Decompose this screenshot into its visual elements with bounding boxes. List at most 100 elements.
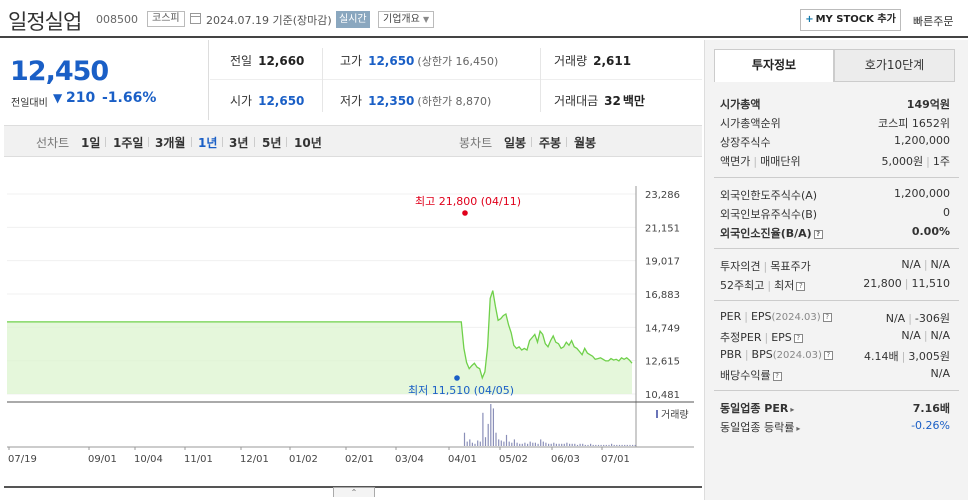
volume-bar xyxy=(605,444,607,446)
y-tick-label: 23,286 xyxy=(645,190,680,201)
y-tick-label: 12,615 xyxy=(645,357,680,368)
chevron-right-icon: ▸ xyxy=(796,424,801,433)
my-stock-add-button[interactable]: + MY STOCK 추가 xyxy=(800,9,901,31)
quick-order-link[interactable]: 빠른주문 xyxy=(913,15,954,28)
par-value-row: 액면가 | 매매단위 5,000원 | 1주 xyxy=(720,153,950,171)
divider xyxy=(191,137,192,147)
divider xyxy=(105,137,106,147)
52week-low-label: 최저 xyxy=(774,279,795,292)
tab-1week[interactable]: 1주일 xyxy=(113,136,144,150)
opinion-value-wrap: N/A | N/A xyxy=(901,258,950,271)
open-value: 12,650 xyxy=(258,94,305,108)
foreign-hold-value: 0 xyxy=(943,206,950,219)
y-tick-label: 10,481 xyxy=(645,390,680,401)
prev-close: 전일 12,660 xyxy=(230,52,304,69)
volume-label: 거래량 xyxy=(554,54,588,68)
tab-5year[interactable]: 5년 xyxy=(262,136,282,150)
help-icon[interactable]: ? xyxy=(772,371,782,381)
52week-high-label: 52주최고 xyxy=(720,279,765,292)
open-price: 시가 12,650 xyxy=(230,92,304,109)
realtime-badge[interactable]: 실시간 xyxy=(336,11,370,28)
change-label: 전일대비 xyxy=(11,98,48,109)
volume-bar xyxy=(626,444,628,446)
listed-shares-row: 상장주식수 1,200,000 xyxy=(720,134,950,152)
volume-bar xyxy=(511,442,513,446)
52week-row: 52주최고 | 최저? 21,800 | 11,510 xyxy=(720,277,950,295)
stock-name: 일정실업 xyxy=(8,10,82,34)
per-eps-row: PER | EPS(2024.03)? N/A | -306원 xyxy=(720,310,950,328)
price-line xyxy=(7,290,633,380)
target-label: 목표주가 xyxy=(770,260,811,273)
volume-bar xyxy=(613,444,615,446)
opinion-value: N/A xyxy=(901,258,921,271)
help-icon[interactable]: ? xyxy=(822,312,832,322)
tab-daily-candle[interactable]: 일봉 xyxy=(504,136,527,150)
volume-legend: 거래량 xyxy=(661,409,689,421)
sector-rate-value: -0.26% xyxy=(911,419,950,432)
bps-period: (2024.03) xyxy=(772,350,822,361)
volume-bar xyxy=(471,442,473,446)
tab-3year[interactable]: 3년 xyxy=(229,136,249,150)
tab-1day[interactable]: 1일 xyxy=(81,136,101,150)
tab-1year[interactable]: 1년 xyxy=(198,136,218,150)
help-icon[interactable]: ? xyxy=(793,333,803,343)
help-icon[interactable]: ? xyxy=(813,229,823,239)
help-icon[interactable]: ? xyxy=(796,281,806,291)
sector-per-value: 7.16배 xyxy=(912,402,950,415)
tab-orderbook[interactable]: 호가10단계 xyxy=(834,49,955,82)
x-tick-label: 11/01 xyxy=(184,454,213,465)
price-chart[interactable]: 23,286 21,151 19,017 16,883 14,749 12,615 10,4… xyxy=(4,158,702,468)
par-trade-unit-value: 5,000원 | 1주 xyxy=(882,153,950,169)
separator: | xyxy=(767,279,772,292)
divider xyxy=(531,137,532,147)
tab-10year[interactable]: 10년 xyxy=(294,136,322,150)
volume-bar xyxy=(576,444,579,446)
volume-bar xyxy=(595,444,597,446)
foreign-limit-label: 외국인한도주식수(A) xyxy=(720,189,818,202)
volume-legend-icon xyxy=(656,410,658,418)
separator: | xyxy=(923,329,928,342)
volume-bar xyxy=(561,443,563,446)
prev-close-label: 전일 xyxy=(230,54,253,68)
volume-bar xyxy=(540,439,542,446)
tab-weekly-candle[interactable]: 주봉 xyxy=(539,136,562,150)
chevron-up-icon[interactable]: ⌃ xyxy=(333,487,375,497)
volume-bar xyxy=(537,443,539,446)
volume-bar xyxy=(477,440,479,446)
x-tick-label: 06/03 xyxy=(551,454,580,465)
low-annotation: 최저 11,510 (04/05) xyxy=(408,384,514,397)
par-value: 5,000원 xyxy=(881,155,924,168)
foreign-ratio-label-wrap: 외국인소진율(B/A)? xyxy=(720,225,823,241)
separator: | xyxy=(744,348,749,361)
volume-bar xyxy=(592,444,594,446)
chevron-right-icon: ▸ xyxy=(790,405,795,414)
foreign-ratio-label: 외국인소진율(B/A) xyxy=(720,227,812,240)
volume-bar xyxy=(482,412,484,446)
line-chart-label: 선차트 xyxy=(36,136,70,150)
separator: | xyxy=(926,155,930,168)
corp-overview-button[interactable]: 기업개요 ▼ xyxy=(378,11,435,28)
divider xyxy=(322,48,323,112)
volume-bar xyxy=(600,444,602,446)
eps-label: EPS xyxy=(750,310,772,323)
volume-bar xyxy=(624,444,626,446)
dividend-label: 배당수익률 xyxy=(720,369,771,382)
volume-bar xyxy=(542,441,544,446)
per-value: N/A xyxy=(885,312,906,325)
market-cap-rank-row: 시가총액순위 코스피 1652위 xyxy=(720,115,950,133)
market-cap-value: 149억원 xyxy=(906,98,950,111)
sector-rate-row[interactable]: 동일업종 등락률 ▸ -0.26% xyxy=(720,419,950,437)
tab-monthly-candle[interactable]: 월봉 xyxy=(574,136,597,150)
low-marker xyxy=(454,375,460,381)
corp-overview-label: 기업개요 xyxy=(383,14,420,25)
foreign-hold-label: 외국인보유주식수(B) xyxy=(720,208,818,221)
tab-investment-info[interactable]: 투자정보 xyxy=(714,49,834,82)
tab-3month[interactable]: 3개월 xyxy=(155,136,186,150)
sector-per-row[interactable]: 동일업종 PER ▸ 7.16배 xyxy=(720,400,950,418)
pbr-value: 4.14배 xyxy=(864,350,899,363)
sector-per-label-wrap: 동일업종 PER ▸ xyxy=(720,400,794,416)
separator: | xyxy=(904,277,909,290)
divider xyxy=(714,177,959,178)
separator: | xyxy=(901,350,906,363)
help-icon[interactable]: ? xyxy=(823,350,833,360)
